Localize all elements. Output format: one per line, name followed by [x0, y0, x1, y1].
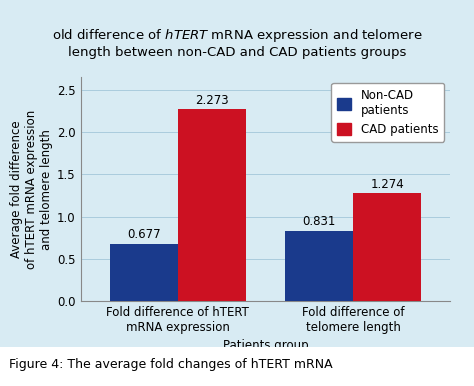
Text: 0.831: 0.831	[302, 215, 336, 229]
X-axis label: Patients group: Patients group	[223, 340, 308, 352]
Text: 0.677: 0.677	[127, 229, 161, 241]
Text: old difference of $\it{hTERT}$ mRNA expression and telomere
length between non-C: old difference of $\it{hTERT}$ mRNA expr…	[52, 27, 422, 59]
Bar	[178, 109, 246, 301]
Text: Figure 4: The average fold changes of hTERT mRNA: Figure 4: The average fold changes of hT…	[9, 358, 333, 371]
Bar	[353, 193, 421, 301]
Text: 2.273: 2.273	[195, 93, 229, 107]
Text: 1.274: 1.274	[370, 178, 404, 191]
Y-axis label: Average fold difference
of hTERT mRNA expression
and telomere length: Average fold difference of hTERT mRNA ex…	[10, 110, 53, 269]
Legend: Non-CAD
patients, CAD patients: Non-CAD patients, CAD patients	[331, 83, 445, 142]
Bar	[110, 244, 178, 301]
Bar	[285, 231, 353, 301]
